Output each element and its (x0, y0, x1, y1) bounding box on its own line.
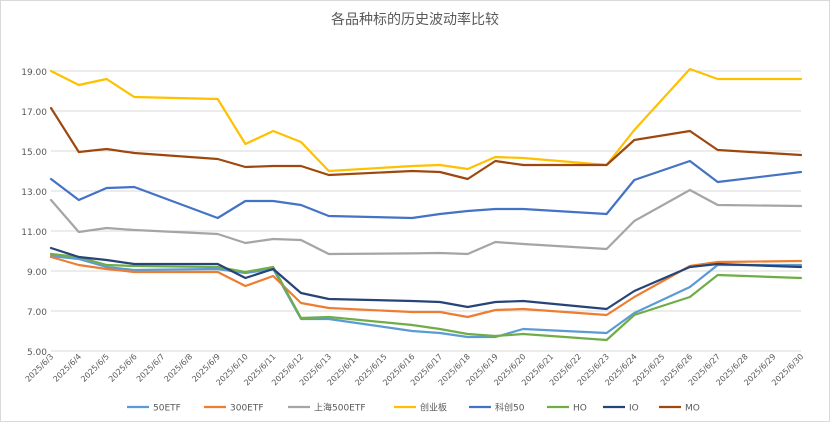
legend-label: HO (573, 404, 587, 414)
legend-item: 科创50 (469, 402, 525, 414)
legend-item: HO (547, 404, 587, 414)
series-line (49, 252, 803, 342)
y-tick-label: 17.00 (21, 108, 47, 118)
series-line (49, 254, 803, 339)
x-tick-label: 2025/6/7 (135, 352, 167, 384)
chart-title: 各品种标的历史波动率比较 (331, 11, 499, 28)
legend-label: 300ETF (230, 404, 264, 414)
legend-label: 50ETF (153, 404, 181, 414)
legend-label: 科创50 (495, 402, 525, 414)
legend-label: IO (629, 404, 639, 414)
legend-label: 创业板 (420, 402, 447, 414)
legend-item: MO (659, 404, 700, 414)
y-tick-label: 15.00 (21, 148, 47, 158)
legend: 50ETF 300ETF 上海500ETF 创业板 科创50 HO IO MO (127, 402, 700, 414)
y-tick-label: 19.00 (21, 68, 47, 78)
legend-item: IO (603, 404, 639, 414)
x-tick-label: 2025/6/8 (163, 352, 195, 384)
series-line (49, 246, 803, 311)
x-tick-label: 2025/6/5 (79, 352, 111, 384)
legend-label: 上海500ETF (314, 402, 366, 414)
series-line (49, 159, 803, 220)
y-tick-label: 7.00 (27, 308, 47, 318)
y-tick-label: 5.00 (27, 348, 47, 358)
x-tick-label: 2025/6/6 (107, 352, 139, 384)
series-lines (49, 67, 803, 342)
y-tick-label: 11.00 (21, 228, 47, 238)
y-tick-label: 13.00 (21, 188, 47, 198)
x-axis-ticks: 2025/6/32025/6/42025/6/52025/6/62025/6/7… (24, 352, 806, 387)
y-axis-ticks: 5.00 7.00 9.00 11.00 13.00 15.00 17.00 19.00 (21, 68, 47, 358)
legend-item: 50ETF (127, 404, 181, 414)
series-line (49, 106, 803, 181)
legend-item: 300ETF (204, 404, 264, 414)
x-tick-label: 2025/6/4 (51, 352, 83, 384)
gridlines (51, 70, 801, 352)
legend-item: 上海500ETF (288, 402, 366, 414)
legend-item: 创业板 (394, 402, 447, 414)
series-line (49, 67, 803, 173)
legend-label: MO (685, 404, 700, 414)
series-line (49, 255, 803, 319)
series-line (49, 188, 803, 256)
y-tick-label: 9.00 (27, 268, 47, 278)
